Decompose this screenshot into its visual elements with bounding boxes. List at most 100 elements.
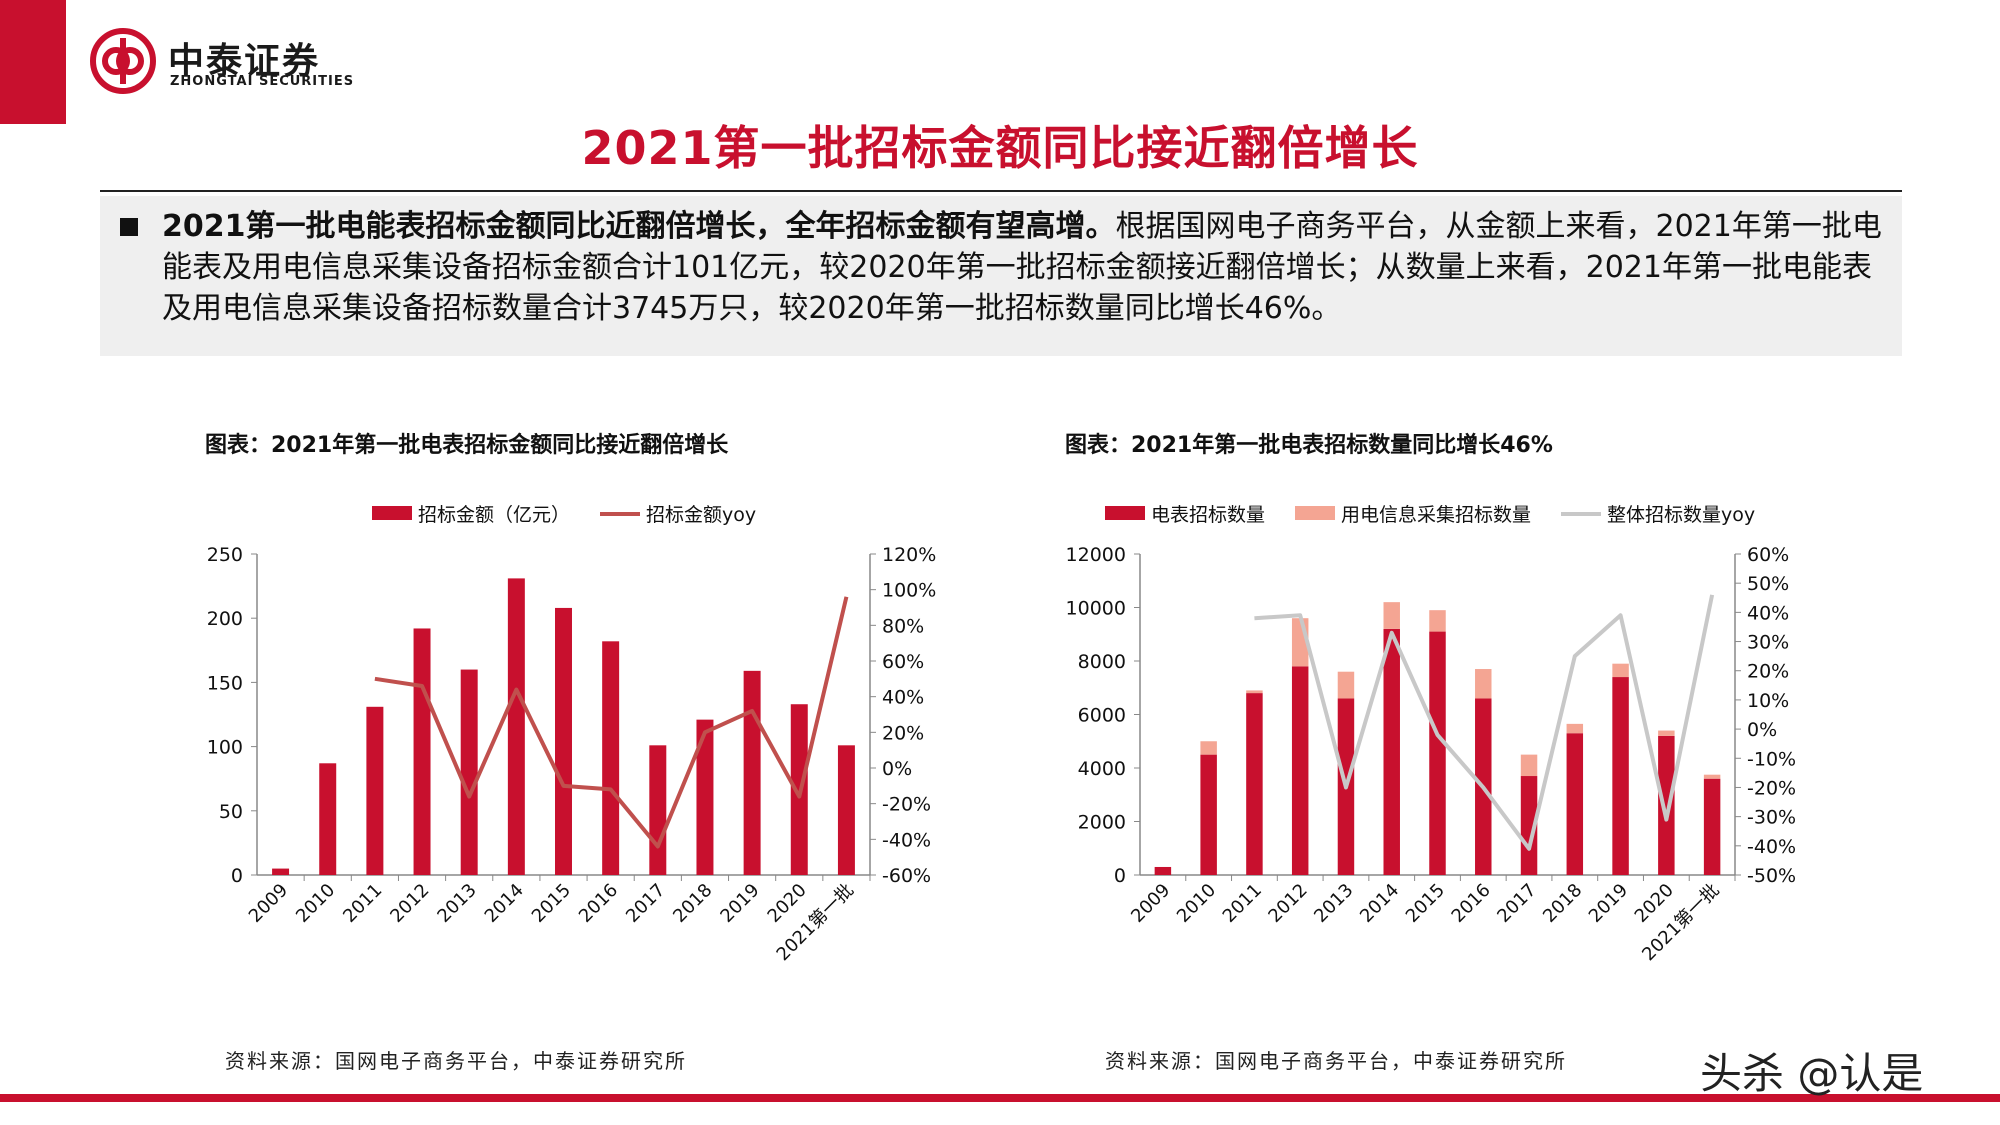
chart2-legend-swatch	[1295, 506, 1335, 520]
watermark: 头杀 @认是	[1700, 1049, 1924, 1098]
chart2-yoy-line	[1254, 594, 1715, 851]
chart2-bar-2	[1566, 723, 1584, 734]
chart2-x-tick-label: 2014	[1356, 880, 1403, 927]
chart2-left-tick-label: 6000	[1078, 705, 1126, 727]
chart2-x-tick-label: 2009	[1127, 880, 1174, 927]
chart1-bar-1	[319, 763, 337, 875]
chart2-bar-1	[1612, 677, 1629, 875]
chart2-bar-1	[1154, 866, 1172, 875]
chart2-right-tick-label: 20%	[1747, 661, 1789, 683]
chart1-x-tick-label: 2019	[716, 880, 763, 927]
chart2-bar-1	[1383, 628, 1400, 875]
chart2-bar-2	[1703, 774, 1721, 779]
logo-english-name: ZHONGTAI SECURITIES	[170, 74, 355, 89]
chart1-x-tick-label: 2017	[622, 880, 669, 927]
chart2-legend-label: 电表招标数量	[1151, 504, 1265, 526]
chart2-bar-1	[1200, 754, 1217, 875]
chart1-right-tick-label: 120%	[882, 544, 936, 566]
chart1-title: 图表：2021年第一批电表招标金额同比接近翻倍增长	[205, 433, 729, 458]
chart2-bar-1	[1246, 693, 1263, 875]
chart2-left-tick-label: 0	[1114, 865, 1126, 887]
chart1-bar-1	[649, 745, 667, 875]
chart2-right-tick-label: -10%	[1747, 748, 1796, 770]
chart1-x-tick-label: 2016	[575, 880, 622, 927]
chart2-right-tick-label: 60%	[1747, 544, 1789, 566]
chart2-bar-2	[1337, 671, 1355, 699]
chart2-bar-2	[1658, 730, 1675, 736]
chart2-left-tick-label: 10000	[1066, 598, 1126, 620]
chart1-x-tick-label: 2009	[245, 880, 292, 927]
chart2-bar-2	[1475, 669, 1492, 699]
chart2-right-tick-label: -50%	[1747, 865, 1796, 887]
chart1-bar-1	[743, 670, 761, 875]
chart2-bar-1	[1566, 733, 1584, 875]
logo-chinese-name: 中泰证券	[168, 41, 321, 82]
chart2-right-tick-label: 10%	[1747, 690, 1789, 712]
chart1-legend-label: 招标金额（亿元）	[418, 504, 570, 526]
chart2-x-tick-label: 2015	[1402, 880, 1449, 927]
chart2-x-tick-label: 2019	[1585, 880, 1632, 927]
chart2-x-tick-label: 2010	[1173, 880, 1220, 927]
chart1-bar-1	[837, 745, 855, 875]
chart1-right-tick-label: 60%	[882, 651, 924, 673]
chart2-bar-2	[1429, 610, 1446, 632]
chart1-x-tick-label: 2018	[669, 880, 716, 927]
chart2-bar-1	[1520, 776, 1538, 875]
chart1-amount: 0 50 100 150 200 250 -60% -40% -20% 0% 20% 40% 60% 80…	[207, 504, 937, 965]
chart2-quantity: 0 2000 4000 6000 8000 10000 12000 -50% -40% -30% -…	[1066, 504, 1797, 965]
summary-bold-text: 2021第一批电能表招标金额同比近翻倍增长，全年招标金额有望高增。	[162, 209, 1116, 244]
chart2-title: 图表：2021年第一批电表招标数量同比增长46%	[1065, 433, 1553, 458]
chart1-legend-label: 招标金额yoy	[646, 504, 756, 526]
chart1-x-tick-label: 2012	[386, 880, 433, 927]
chart2-right-tick-label: 50%	[1747, 573, 1789, 595]
chart2-bar-2	[1520, 754, 1538, 777]
chart1-left-tick-label: 100	[207, 737, 243, 759]
chart2-right-tick-label: 30%	[1747, 632, 1789, 654]
chart2-x-tick-label: 2012	[1264, 880, 1311, 927]
logo-mark-icon	[90, 28, 156, 94]
chart1-source: 资料来源：国网电子商务平台，中泰证券研究所	[225, 1049, 687, 1073]
chart2-left-tick-label: 12000	[1066, 544, 1126, 566]
chart2-x-tick-label: 2018	[1539, 880, 1586, 927]
chart2-right-tick-label: -40%	[1747, 836, 1796, 858]
page-title: 2021第一批招标金额同比接近翻倍增长	[581, 121, 1419, 175]
summary-body-text: 根据国网电子商务平台，从金额上来看，2021年第一批电能表及用电信息采集设备招标…	[162, 209, 1882, 326]
chart1-bar-1	[366, 706, 384, 875]
chart1-x-tick-label: 2014	[481, 880, 528, 927]
summary-paragraph: 2021第一批电能表招标金额同比近翻倍增长，全年招标金额有望高增。根据国网电子商…	[162, 206, 1882, 329]
chart2-bar-1	[1291, 666, 1309, 875]
chart2-x-tick-label: 2016	[1448, 880, 1495, 927]
chart1-bar-1	[413, 628, 431, 875]
chart1-bar-1	[272, 868, 290, 875]
summary-box: 2021第一批电能表招标金额同比近翻倍增长，全年招标金额有望高增。根据国网电子商…	[100, 196, 1902, 356]
chart1-left-tick-label: 0	[231, 865, 243, 887]
chart2-bar-1	[1658, 735, 1675, 875]
square-bullet-icon	[120, 218, 138, 236]
chart2-legend-label: 整体招标数量yoy	[1607, 504, 1755, 526]
chart2-bar-1	[1703, 778, 1721, 875]
chart1-legend-swatch	[372, 506, 412, 520]
chart1-bar-1	[696, 719, 714, 875]
chart1-bar-1	[555, 607, 572, 875]
chart1-bar-1	[460, 669, 478, 875]
chart2-bar-1	[1429, 631, 1446, 875]
chart2-x-tick-label: 2017	[1493, 880, 1540, 927]
chart1-x-tick-label: 2013	[433, 880, 480, 927]
chart2-left-tick-label: 8000	[1078, 651, 1126, 673]
chart2-right-tick-label: 0%	[1747, 719, 1777, 741]
chart1-bar-1	[602, 641, 620, 875]
chart2-bar-2	[1612, 663, 1629, 678]
chart2-right-tick-label: 40%	[1747, 602, 1789, 624]
chart2-source: 资料来源：国网电子商务平台，中泰证券研究所	[1105, 1049, 1567, 1073]
chart2-left-tick-label: 4000	[1078, 758, 1126, 780]
chart2-right-tick-label: -20%	[1747, 777, 1796, 799]
chart1-left-tick-label: 200	[207, 608, 243, 630]
chart1-right-tick-label: 20%	[882, 722, 924, 744]
chart2-bar-2	[1246, 690, 1263, 694]
chart1-x-tick-label: 2015	[528, 880, 575, 927]
chart1-x-tick-label: 2010	[292, 880, 339, 927]
chart1-right-tick-label: -20%	[882, 794, 931, 816]
chart2-legend-swatch	[1105, 506, 1145, 520]
chart1-left-tick-label: 250	[207, 544, 243, 566]
chart1-bar-1	[507, 578, 525, 875]
